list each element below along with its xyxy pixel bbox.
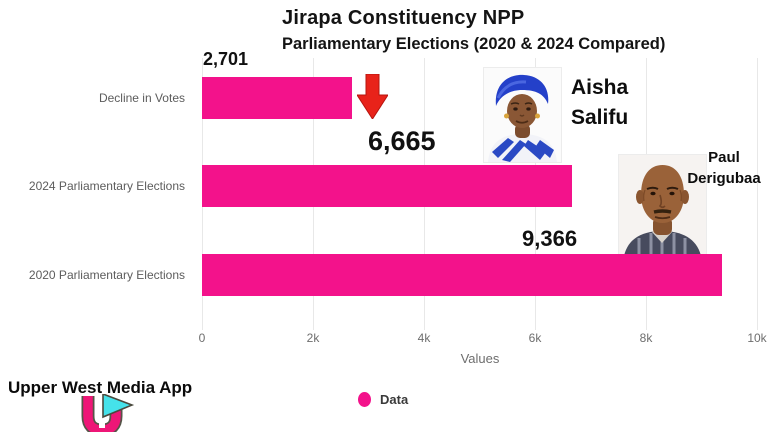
y-category-label: 2024 Parliamentary Elections xyxy=(28,179,185,193)
title-block: Jirapa Constituency NPP Parliamentary El… xyxy=(282,7,665,54)
candidate-name-paul: Paul Derigubaa xyxy=(682,147,766,189)
x-tick-label: 8k xyxy=(639,331,653,345)
y-category-label: Decline in Votes xyxy=(98,91,185,105)
brand-name: Upper West Media App xyxy=(8,378,193,397)
chart-title: Jirapa Constituency NPP xyxy=(282,7,525,29)
legend-marker-icon xyxy=(358,392,371,407)
candidate-last-name: Derigubaa xyxy=(687,170,761,187)
upper-west-media-logo-icon xyxy=(76,392,142,432)
bar-2024-elections xyxy=(202,165,572,207)
candidate-last-name: Salifu xyxy=(571,106,629,129)
legend: Data xyxy=(358,392,408,407)
chart-subtitle: Parliamentary Elections (2020 & 2024 Com… xyxy=(282,35,666,53)
x-tick-label: 10k xyxy=(747,331,767,345)
value-label-2024: 6,665 xyxy=(368,126,436,156)
legend-label: Data xyxy=(380,392,409,407)
candidate-first-name: Paul xyxy=(708,149,740,166)
x-tick-label: 6k xyxy=(528,331,542,345)
x-tick-label: 0 xyxy=(198,331,206,345)
candidate-name-aisha: Aisha Salifu xyxy=(571,73,628,133)
x-tick-label: 2k xyxy=(306,331,320,345)
red-down-arrow-icon xyxy=(356,73,389,124)
value-label-decline: 2,701 xyxy=(203,49,249,69)
gridline xyxy=(757,58,758,330)
y-category-label: 2020 Parliamentary Elections xyxy=(28,268,185,282)
candidate-first-name: Aisha xyxy=(571,76,629,99)
aisha-salifu-photo xyxy=(484,68,561,162)
value-label-2020: 9,366 xyxy=(522,226,578,251)
x-tick-label: 4k xyxy=(417,331,431,345)
bar-decline-in-votes xyxy=(202,77,352,119)
x-axis-title: Values xyxy=(460,351,500,366)
bar-2020-elections xyxy=(202,254,722,296)
plot-area xyxy=(202,58,758,330)
